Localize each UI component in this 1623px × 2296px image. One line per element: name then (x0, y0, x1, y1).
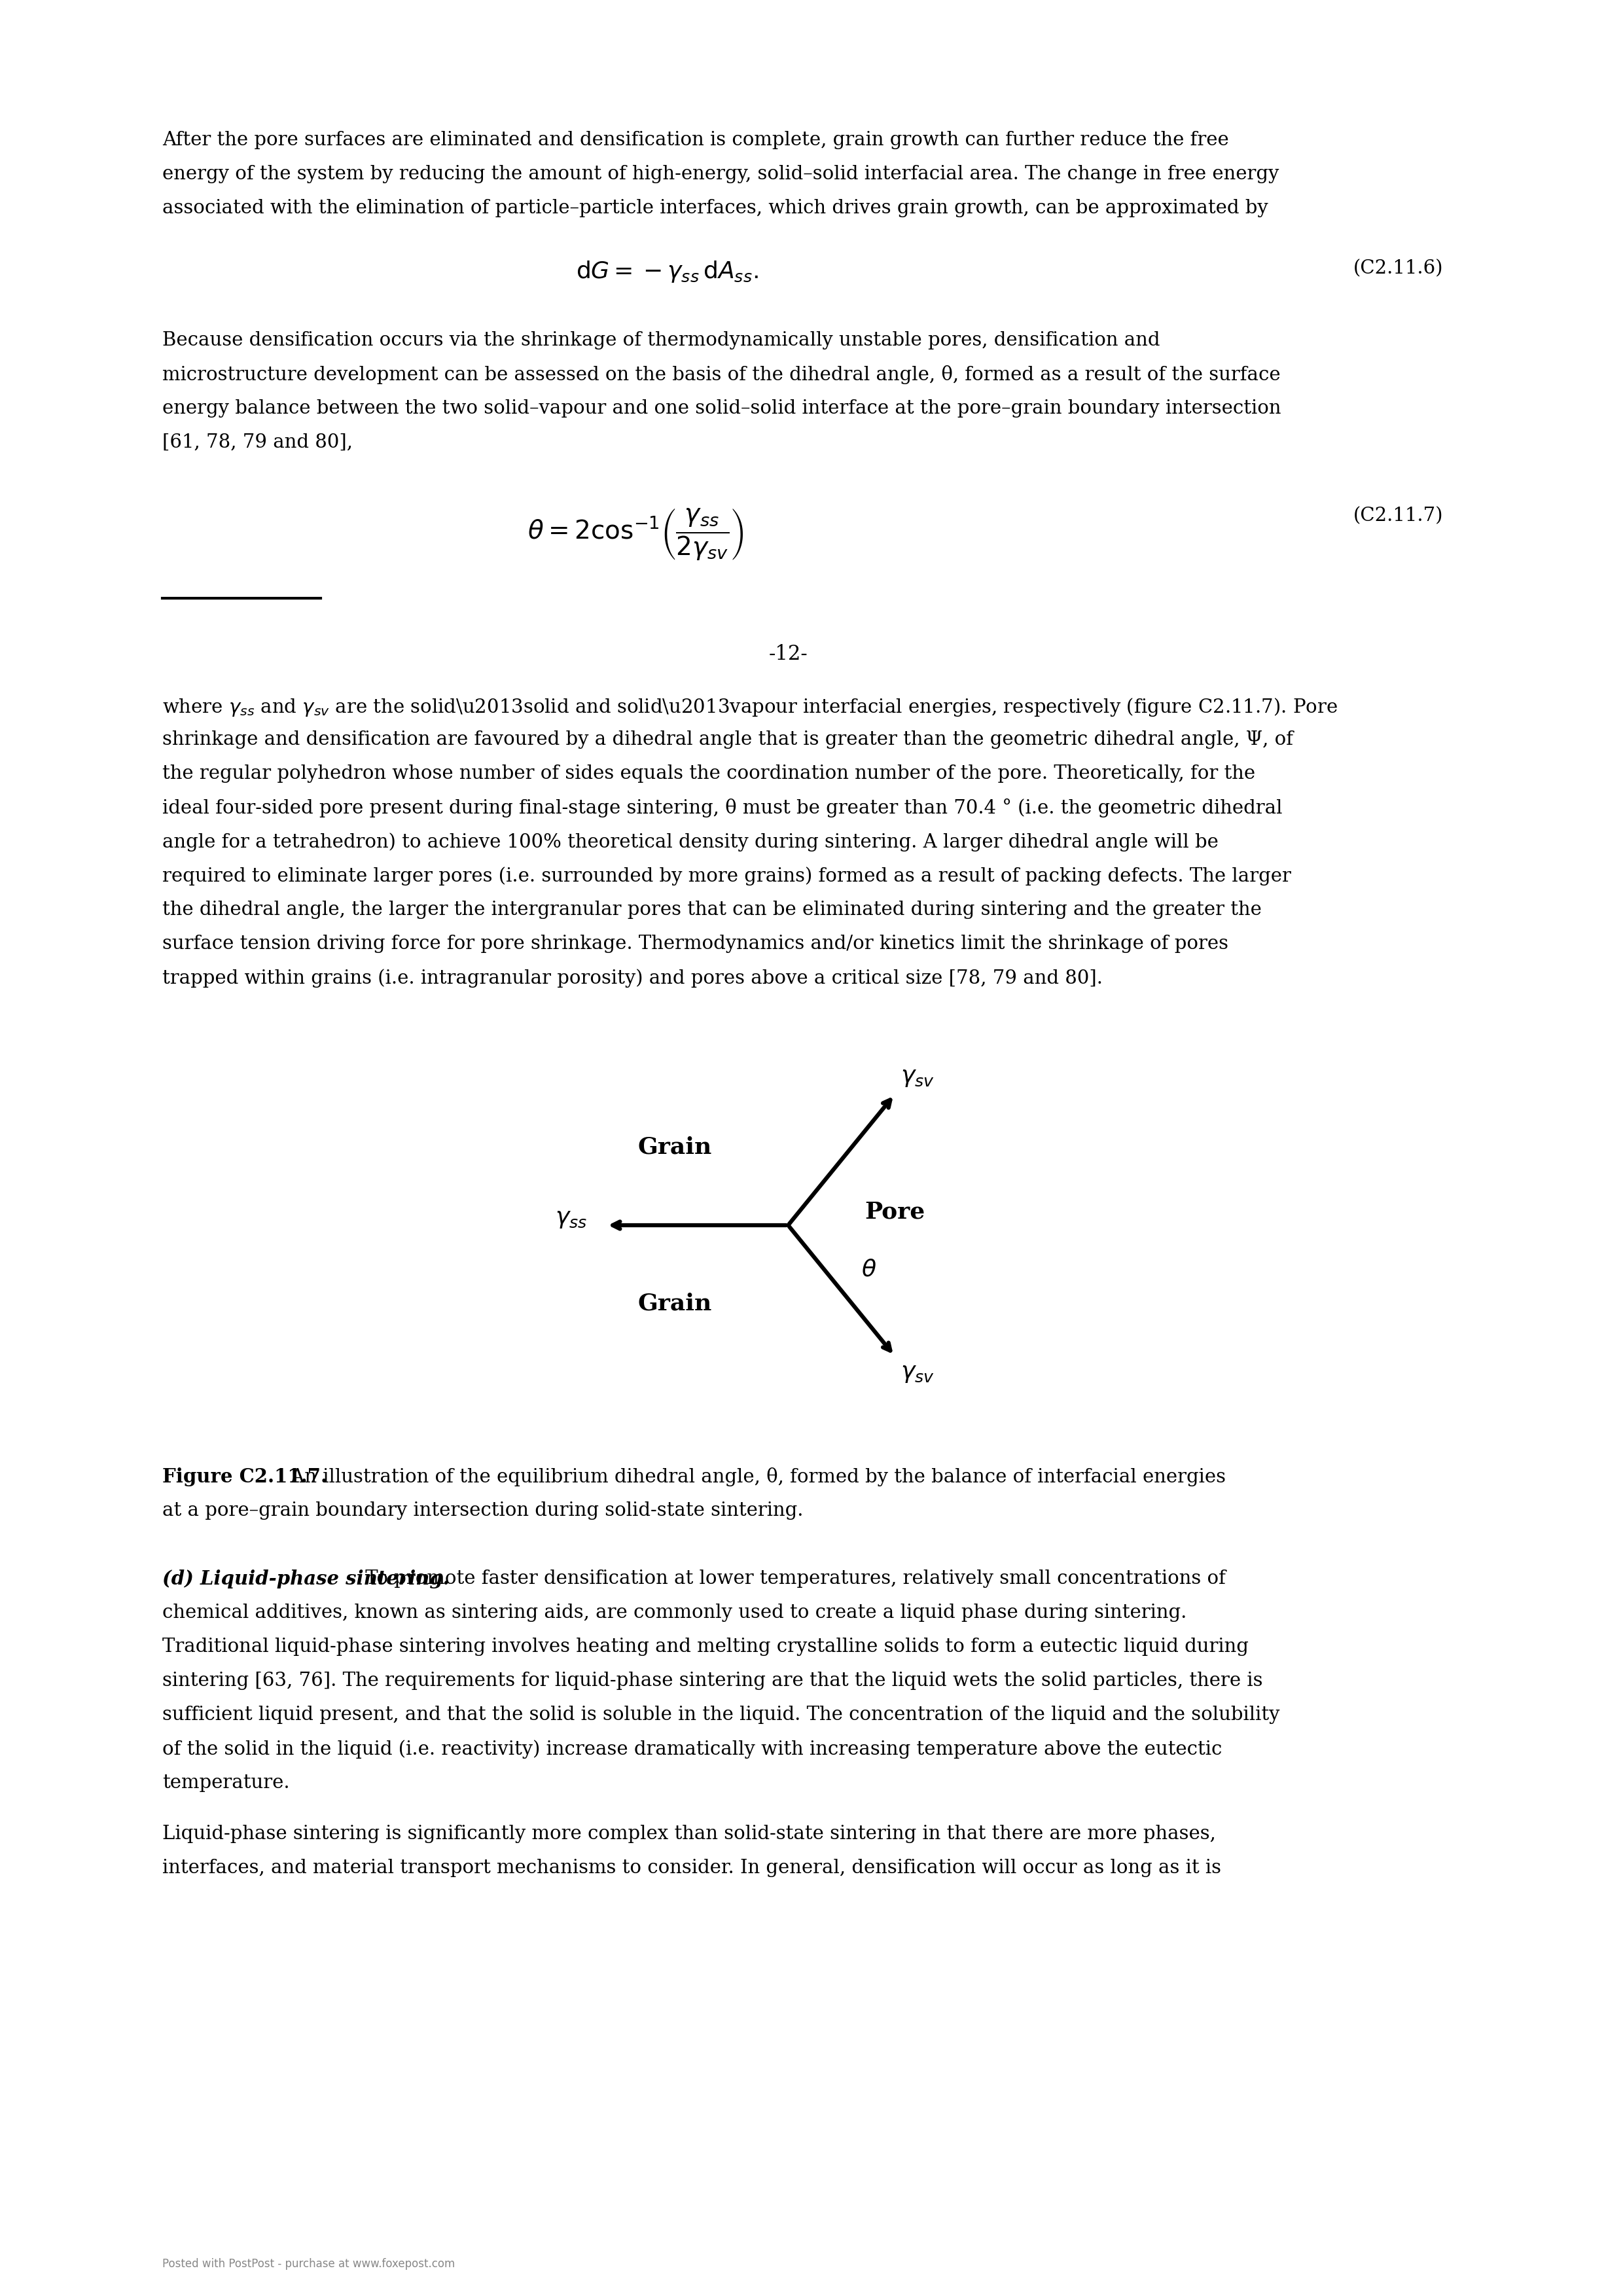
Text: the dihedral angle, the larger the intergranular pores that can be eliminated du: the dihedral angle, the larger the inter… (162, 900, 1261, 918)
Text: the regular polyhedron whose number of sides equals the coordination number of t: the regular polyhedron whose number of s… (162, 765, 1255, 783)
Text: sufficient liquid present, and that the solid is soluble in the liquid. The conc: sufficient liquid present, and that the … (162, 1706, 1279, 1724)
Text: Grain: Grain (638, 1137, 712, 1157)
Text: $\theta = 2\cos^{-1}\!\left(\dfrac{\gamma_{ss}}{2\gamma_{sv}}\right)$: $\theta = 2\cos^{-1}\!\left(\dfrac{\gamm… (527, 507, 743, 563)
Text: -12-: -12- (769, 645, 808, 664)
Text: ideal four-sided pore present during final-stage sintering, θ must be greater th: ideal four-sided pore present during fin… (162, 799, 1282, 817)
Text: Traditional liquid-phase sintering involves heating and melting crystalline soli: Traditional liquid-phase sintering invol… (162, 1637, 1248, 1655)
Text: $\gamma_{sv}$: $\gamma_{sv}$ (901, 1362, 935, 1384)
Text: energy of the system by reducing the amount of high-energy, solid–solid interfac: energy of the system by reducing the amo… (162, 165, 1279, 184)
Text: $\mathrm{d}G = -\gamma_{ss}\,\mathrm{d}A_{ss}.$: $\mathrm{d}G = -\gamma_{ss}\,\mathrm{d}A… (576, 259, 758, 285)
Text: Figure C2.11.7.: Figure C2.11.7. (162, 1467, 328, 1486)
Text: [61, 78, 79 and 80],: [61, 78, 79 and 80], (162, 434, 352, 452)
Text: (C2.11.6): (C2.11.6) (1354, 259, 1443, 278)
Text: (C2.11.7): (C2.11.7) (1354, 507, 1443, 526)
Text: where $\gamma_{ss}$ and $\gamma_{sv}$ are the solid\u2013solid and solid\u2013va: where $\gamma_{ss}$ and $\gamma_{sv}$ ar… (162, 696, 1337, 719)
Text: surface tension driving force for pore shrinkage. Thermodynamics and/or kinetics: surface tension driving force for pore s… (162, 934, 1229, 953)
Text: $\gamma_{ss}$: $\gamma_{ss}$ (555, 1208, 588, 1231)
Text: of the solid in the liquid (i.e. reactivity) increase dramatically with increasi: of the solid in the liquid (i.e. reactiv… (162, 1740, 1222, 1759)
Text: chemical additives, known as sintering aids, are commonly used to create a liqui: chemical additives, known as sintering a… (162, 1603, 1186, 1621)
Text: sintering [63, 76]. The requirements for liquid-phase sintering are that the liq: sintering [63, 76]. The requirements for… (162, 1671, 1263, 1690)
Text: Because densification occurs via the shrinkage of thermodynamically unstable por: Because densification occurs via the shr… (162, 331, 1160, 349)
Text: After the pore surfaces are eliminated and densification is complete, grain grow: After the pore surfaces are eliminated a… (162, 131, 1229, 149)
Text: $\gamma_{sv}$: $\gamma_{sv}$ (901, 1065, 935, 1088)
Text: (d) Liquid-phase sintering.: (d) Liquid-phase sintering. (162, 1570, 450, 1589)
Text: An illustration of the equilibrium dihedral angle, θ, formed by the balance of i: An illustration of the equilibrium dihed… (284, 1467, 1225, 1486)
Text: Liquid-phase sintering is significantly more complex than solid-state sintering : Liquid-phase sintering is significantly … (162, 1825, 1216, 1844)
Text: angle for a tetrahedron) to achieve 100% theoretical density during sintering. A: angle for a tetrahedron) to achieve 100%… (162, 833, 1219, 852)
Text: Pore: Pore (865, 1201, 925, 1224)
Text: interfaces, and material transport mechanisms to consider. In general, densifica: interfaces, and material transport mecha… (162, 1860, 1220, 1878)
Text: required to eliminate larger pores (i.e. surrounded by more grains) formed as a : required to eliminate larger pores (i.e.… (162, 866, 1290, 886)
Text: trapped within grains (i.e. intragranular porosity) and pores above a critical s: trapped within grains (i.e. intragranula… (162, 969, 1102, 987)
Text: energy balance between the two solid–vapour and one solid–solid interface at the: energy balance between the two solid–vap… (162, 400, 1281, 418)
Text: microstructure development can be assessed on the basis of the dihedral angle, θ: microstructure development can be assess… (162, 365, 1281, 383)
Text: To promote faster densification at lower temperatures, relatively small concentr: To promote faster densification at lower… (359, 1570, 1225, 1589)
Text: $\theta$: $\theta$ (862, 1258, 876, 1281)
Text: temperature.: temperature. (162, 1775, 289, 1793)
Text: associated with the elimination of particle–particle interfaces, which drives gr: associated with the elimination of parti… (162, 200, 1268, 218)
Text: shrinkage and densification are favoured by a dihedral angle that is greater tha: shrinkage and densification are favoured… (162, 730, 1294, 748)
Text: at a pore–grain boundary intersection during solid-state sintering.: at a pore–grain boundary intersection du… (162, 1502, 803, 1520)
Text: Posted with PostPost - purchase at www.foxepost.com: Posted with PostPost - purchase at www.f… (162, 2257, 454, 2271)
Text: Grain: Grain (638, 1293, 712, 1316)
